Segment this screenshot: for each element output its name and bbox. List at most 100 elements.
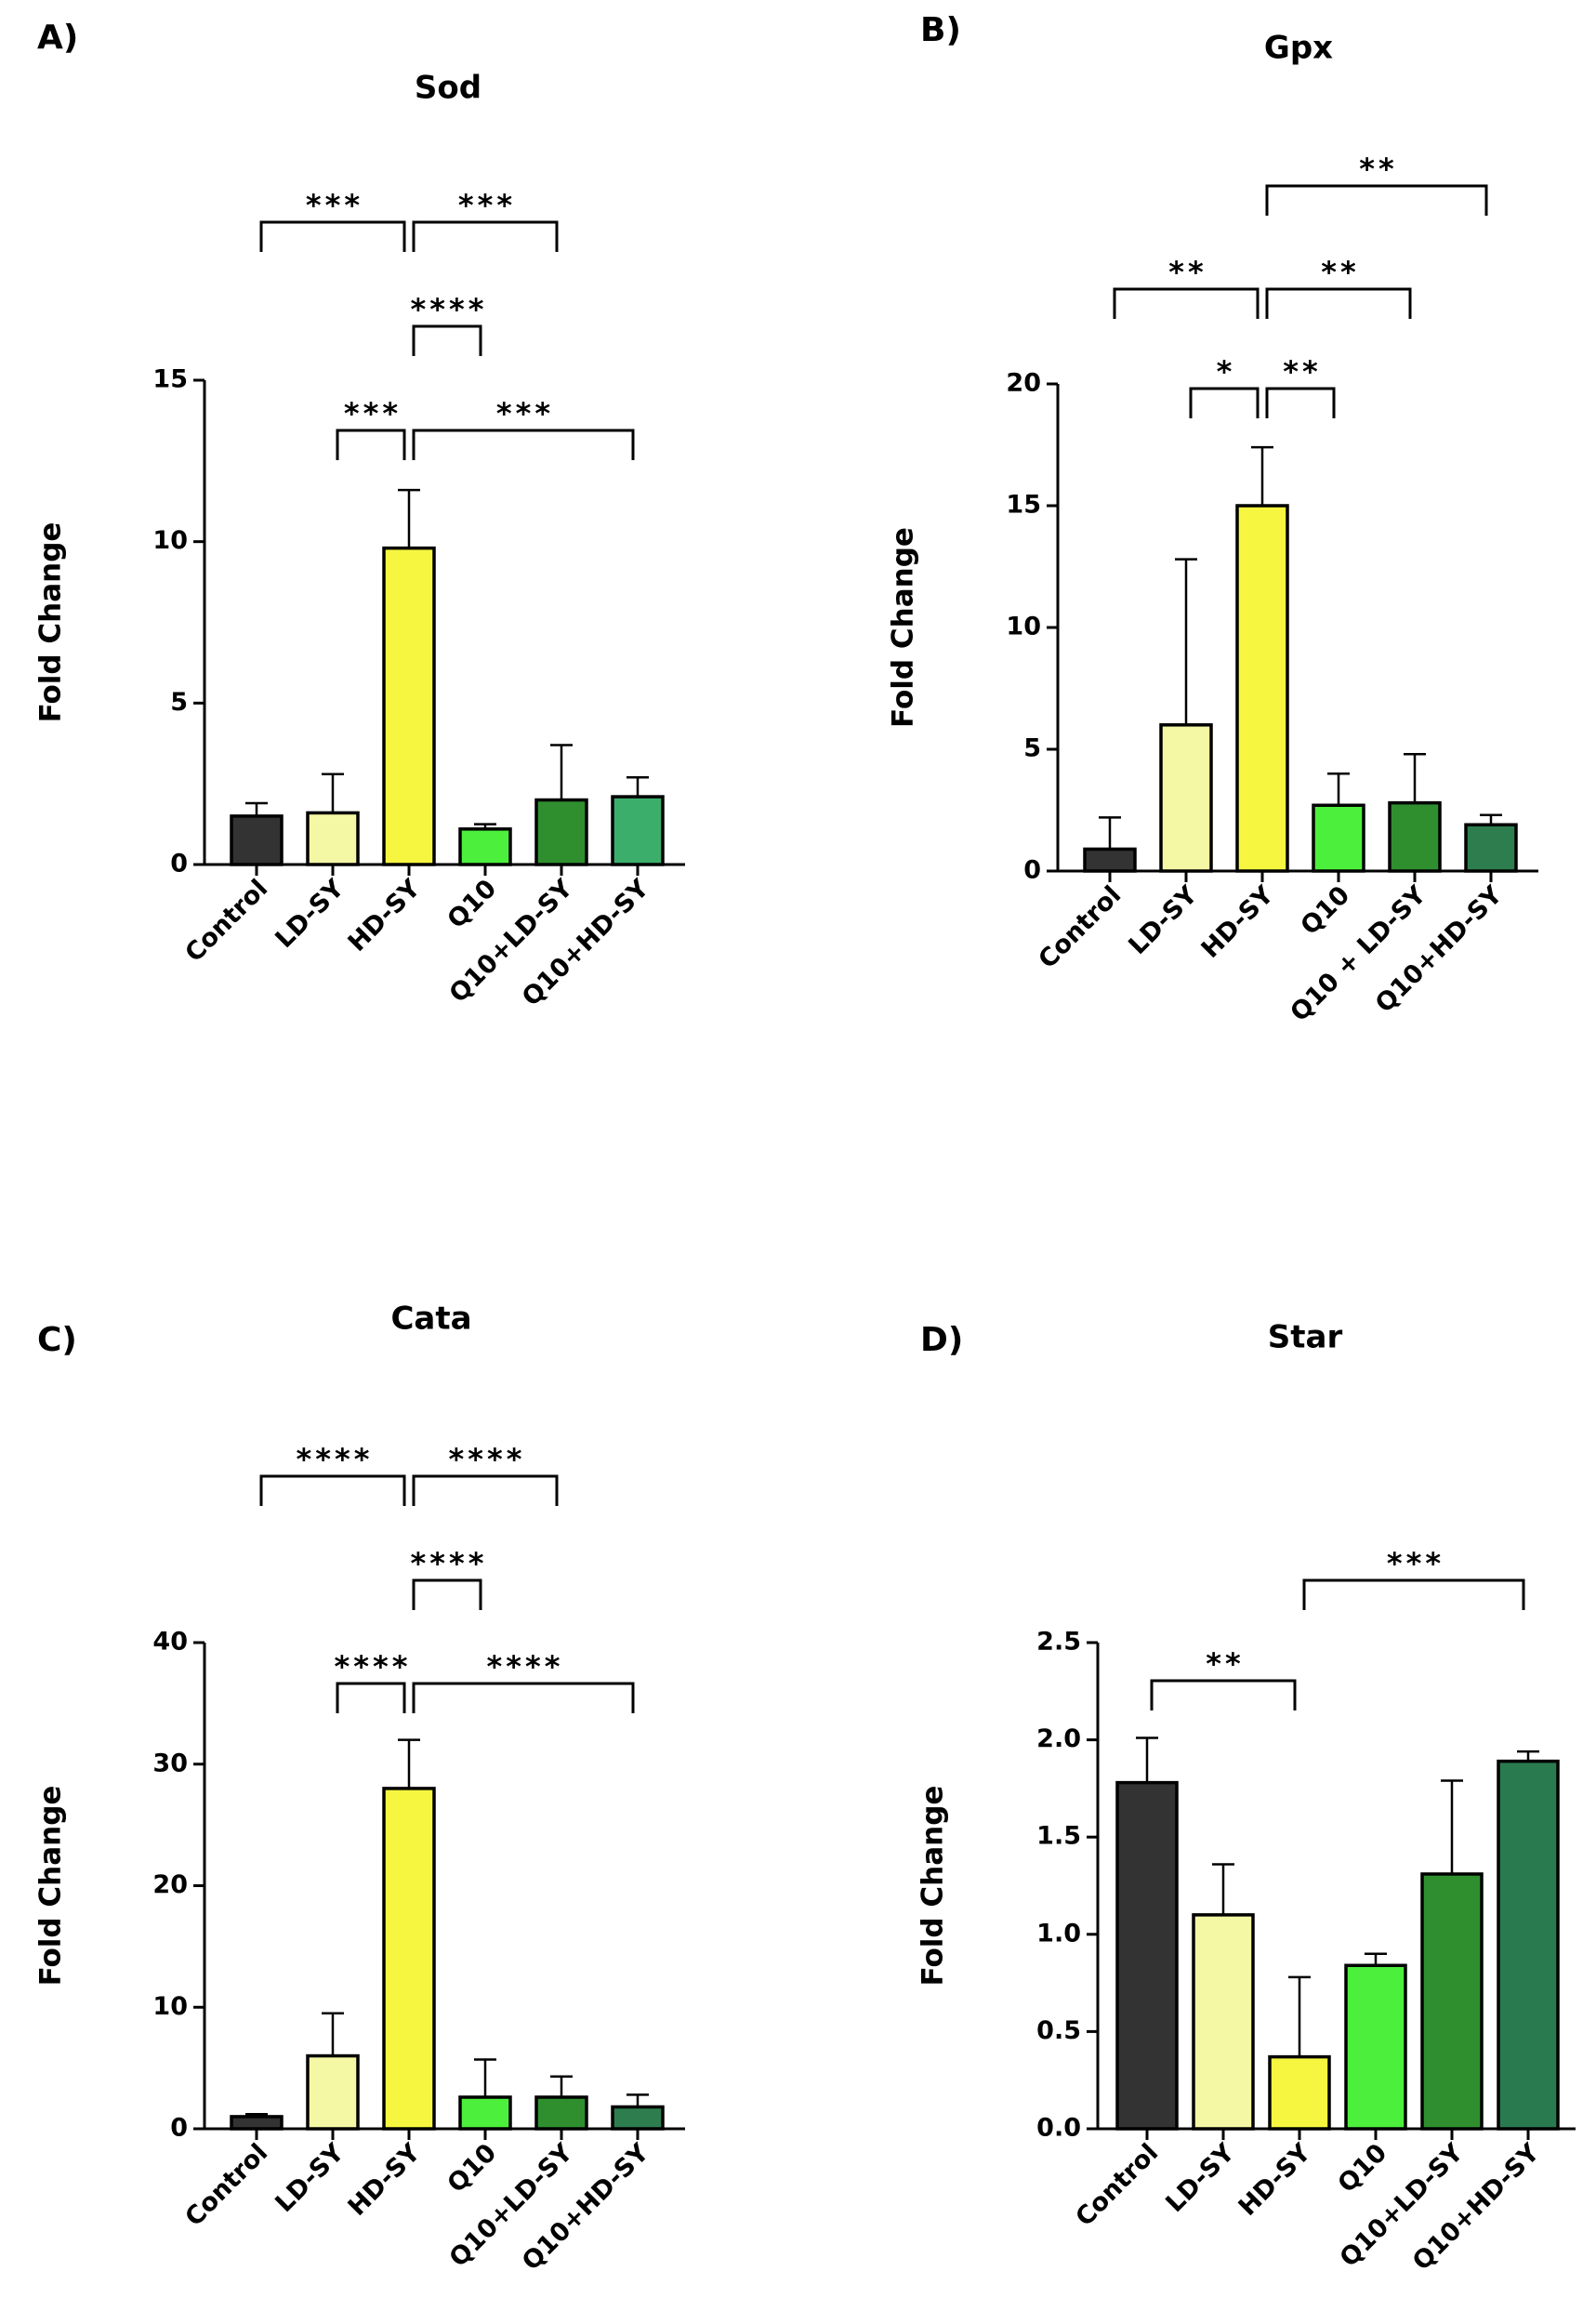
y-tick-label: 40 xyxy=(152,1628,188,1657)
y-tick-label: 10 xyxy=(1006,613,1041,641)
significance-label: ** xyxy=(1206,1646,1244,1682)
chart-title: Star xyxy=(1268,1319,1343,1356)
y-tick-label: 5 xyxy=(170,688,188,717)
significance-label: **** xyxy=(411,292,488,327)
panel-label: A) xyxy=(37,19,78,57)
y-axis-label: Fold Change xyxy=(34,522,68,723)
bar xyxy=(1268,2054,1331,2131)
chart-title: Cata xyxy=(390,1301,471,1338)
significance-bracket xyxy=(1113,287,1260,319)
y-axis-label: Fold Change xyxy=(917,1786,950,1987)
y-tick-label: 0.0 xyxy=(1036,2114,1081,2143)
bar xyxy=(458,827,512,866)
significance-label: ** xyxy=(1359,152,1397,187)
bar xyxy=(1115,1780,1179,2131)
x-tick-label: HD-SY xyxy=(343,2138,427,2222)
significance-bracket xyxy=(412,220,559,252)
y-tick-label: 0.5 xyxy=(1036,2016,1081,2045)
y-tick-label: 20 xyxy=(1006,369,1041,398)
significance-bracket xyxy=(336,1682,406,1713)
significance-bracket xyxy=(1265,387,1336,418)
y-tick-label: 30 xyxy=(152,1749,188,1777)
significance-bracket xyxy=(336,429,406,460)
x-tick-label: LD-SY xyxy=(270,874,350,954)
x-tick-label: HD-SY xyxy=(1233,2138,1317,2222)
panel-label: D) xyxy=(920,1321,963,1359)
significance-bracket xyxy=(259,220,406,252)
x-tick-label: Control xyxy=(179,874,273,968)
x-tick-label: LD-SY xyxy=(1123,880,1203,960)
bar xyxy=(611,2105,665,2131)
significance-label: ** xyxy=(1283,354,1321,390)
panel-label: B) xyxy=(920,11,961,49)
significance-bracket xyxy=(1189,387,1260,418)
y-tick-label: 15 xyxy=(152,365,188,394)
x-tick-label: Q10 xyxy=(442,874,503,934)
y-tick-label: 10 xyxy=(152,1992,188,2021)
chart-title: Gpx xyxy=(1264,30,1333,67)
significance-label: *** xyxy=(496,396,554,431)
significance-label: *** xyxy=(1387,1546,1444,1581)
significance-label: **** xyxy=(335,1649,412,1684)
x-tick-label: Q10 xyxy=(442,2138,503,2199)
significance-label: **** xyxy=(411,1546,488,1581)
significance-label: **** xyxy=(297,1442,374,1477)
bar xyxy=(1083,847,1137,873)
y-axis-label: Fold Change xyxy=(887,527,920,728)
bar xyxy=(1344,1963,1407,2131)
x-tick-label: Control xyxy=(179,2138,273,2232)
significance-bracket xyxy=(412,324,482,356)
bar xyxy=(1159,723,1213,873)
significance-label: * xyxy=(1217,354,1236,390)
chart-title: Sod xyxy=(415,70,481,107)
y-tick-label: 5 xyxy=(1023,734,1041,763)
significance-label: *** xyxy=(458,188,516,223)
y-tick-label: 1.5 xyxy=(1036,1822,1081,1851)
bar xyxy=(230,2115,284,2131)
y-tick-label: 2.0 xyxy=(1036,1724,1081,1753)
y-axis-label: Fold Change xyxy=(34,1786,68,1987)
bar xyxy=(534,798,588,866)
significance-label: **** xyxy=(449,1442,526,1477)
significance-label: ** xyxy=(1321,255,1359,290)
bar xyxy=(1192,1913,1255,2131)
significance-bracket xyxy=(1302,1578,1525,1610)
y-tick-label: 15 xyxy=(1006,491,1041,520)
y-tick-label: 0 xyxy=(170,2114,188,2143)
x-tick-label: Q10 xyxy=(1333,2138,1393,2199)
significance-bracket xyxy=(412,1578,482,1610)
bar xyxy=(382,1787,436,2131)
x-tick-label: LD-SY xyxy=(1160,2138,1240,2218)
bar xyxy=(611,795,665,866)
significance-bracket xyxy=(1265,184,1488,216)
bar xyxy=(306,811,360,866)
x-tick-label: HD-SY xyxy=(343,874,427,957)
bar xyxy=(382,546,436,866)
bar xyxy=(1464,823,1518,873)
bar xyxy=(1420,1872,1484,2131)
significance-label: *** xyxy=(344,396,402,431)
y-tick-label: 0 xyxy=(1023,856,1041,885)
significance-bracket xyxy=(1150,1679,1297,1710)
bar xyxy=(534,2095,588,2131)
bar xyxy=(1388,800,1442,873)
significance-bracket xyxy=(412,1474,559,1506)
bar xyxy=(458,2095,512,2131)
x-tick-label: Control xyxy=(1070,2138,1164,2232)
bar xyxy=(1312,803,1365,873)
significance-bracket xyxy=(412,1682,635,1713)
significance-label: *** xyxy=(306,188,363,223)
significance-bracket xyxy=(412,429,635,460)
y-tick-label: 0 xyxy=(170,850,188,878)
panel-label: C) xyxy=(37,1321,77,1359)
significance-label: ** xyxy=(1168,255,1207,290)
x-tick-label: Q10 + LD-SY xyxy=(1285,880,1431,1027)
bar xyxy=(1235,504,1289,873)
bar xyxy=(1497,1759,1560,2131)
x-tick-label: Q10 xyxy=(1296,880,1356,941)
significance-label: **** xyxy=(487,1649,564,1684)
bar xyxy=(306,2053,360,2131)
x-tick-label: HD-SY xyxy=(1196,880,1280,964)
y-tick-label: 10 xyxy=(152,526,188,555)
